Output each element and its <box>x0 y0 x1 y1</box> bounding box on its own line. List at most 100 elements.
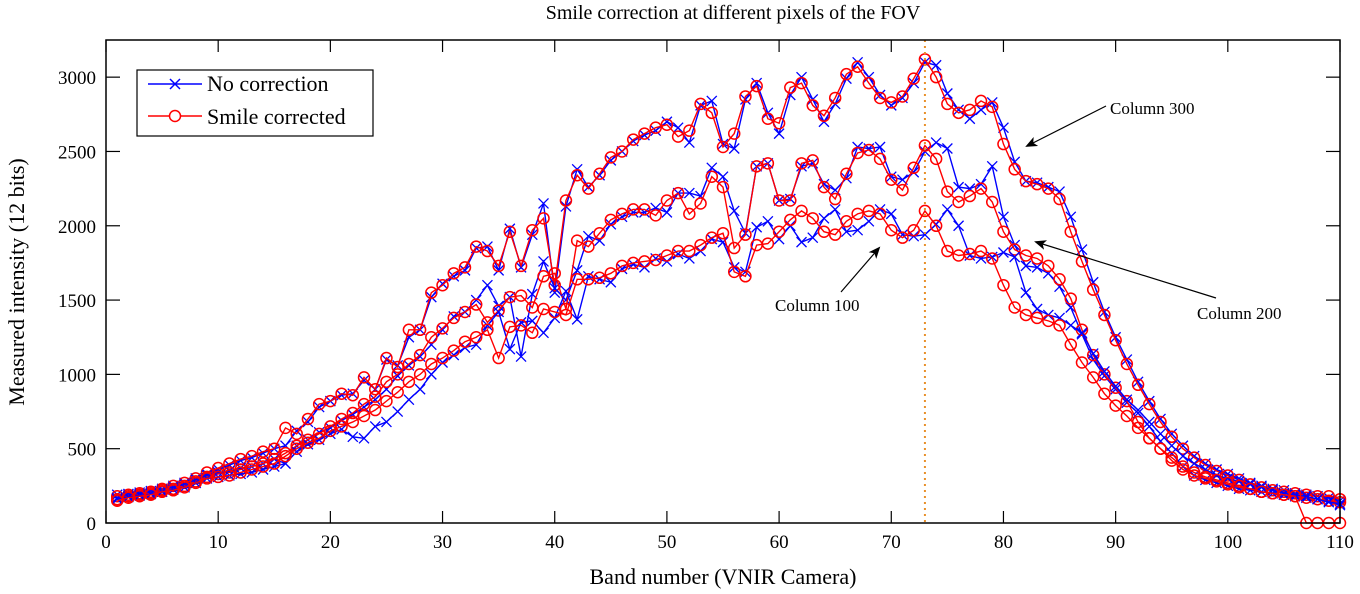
data-point-x <box>919 229 931 241</box>
data-point-x <box>336 423 348 435</box>
legend-no-correction-label: No correction <box>207 71 329 96</box>
data-point-circle <box>1143 432 1156 445</box>
data-point-circle <box>1232 479 1246 493</box>
data-point-circle <box>929 152 943 166</box>
data-point-x <box>470 294 482 306</box>
data-point-x <box>324 428 336 440</box>
data-point-circle <box>604 267 618 280</box>
data-point-circle <box>380 351 393 365</box>
data-point-circle <box>537 212 550 225</box>
data-point-circle <box>1042 314 1055 328</box>
data-point-x <box>392 406 404 417</box>
data-point-x <box>291 446 303 458</box>
data-point-circle <box>705 106 719 120</box>
data-point-circle <box>615 145 629 158</box>
data-point-circle <box>604 213 618 227</box>
data-point-x <box>605 218 617 230</box>
data-point-circle <box>346 415 360 429</box>
data-point-circle <box>380 394 393 408</box>
data-point-circle <box>1064 338 1078 351</box>
data-point-x <box>1020 287 1032 299</box>
data-point-x <box>941 143 953 154</box>
data-point-x <box>751 221 763 233</box>
data-point-circle <box>761 112 775 126</box>
data-point-circle <box>952 195 965 209</box>
data-point-circle <box>492 351 505 365</box>
data-point-circle <box>1053 192 1066 206</box>
data-point-circle <box>548 267 561 280</box>
data-point-circle <box>974 94 988 108</box>
x-tick-label: 0 <box>101 532 111 553</box>
data-point-circle <box>514 289 528 302</box>
data-point-circle <box>985 252 999 265</box>
data-point-circle <box>178 481 191 494</box>
x-tick-label: 90 <box>1106 532 1125 553</box>
data-point-circle <box>1131 421 1145 435</box>
data-point-circle <box>1120 357 1134 371</box>
data-point-circle <box>963 103 977 117</box>
data-point-x <box>672 122 684 134</box>
data-point-x <box>728 261 740 273</box>
data-point-circle <box>402 357 416 371</box>
data-point-circle <box>896 90 909 103</box>
data-point-x <box>1065 319 1077 331</box>
data-point-circle <box>514 259 528 273</box>
data-point-circle <box>593 271 606 285</box>
data-point-x <box>661 206 673 218</box>
data-point-x <box>302 416 314 428</box>
series-column-100-smile-corrected <box>110 204 1347 530</box>
data-point-x <box>840 226 852 238</box>
data-point-circle <box>1030 252 1044 265</box>
data-point-circle <box>1064 225 1078 238</box>
data-point-x <box>717 138 729 150</box>
data-point-circle <box>402 375 416 389</box>
data-point-circle <box>649 121 662 134</box>
data-point-circle <box>312 432 326 445</box>
data-point-circle <box>1221 469 1235 482</box>
plot-frame <box>105 39 1341 524</box>
data-point-circle <box>750 160 763 173</box>
data-point-circle <box>1030 311 1044 325</box>
data-point-circle <box>716 180 730 194</box>
data-point-x <box>1155 428 1166 440</box>
data-point-circle <box>391 368 404 381</box>
data-point-circle <box>806 154 819 167</box>
data-point-circle <box>368 390 382 403</box>
series-line-column-300-smile-corrected <box>117 57 1341 500</box>
data-point-circle <box>727 241 741 255</box>
data-point-x <box>493 264 505 276</box>
data-point-circle <box>1143 397 1156 411</box>
data-point-x <box>616 211 628 223</box>
data-point-circle <box>469 240 483 253</box>
data-point-circle <box>223 457 236 470</box>
data-point-circle <box>638 127 651 140</box>
data-point-x <box>885 99 897 111</box>
data-point-circle <box>615 207 629 221</box>
data-point-circle <box>1019 308 1033 322</box>
data-point-circle <box>301 412 315 426</box>
data-point-circle <box>1098 387 1111 400</box>
data-point-x <box>1087 348 1099 360</box>
data-point-x <box>997 247 1009 258</box>
data-point-circle <box>458 335 472 348</box>
data-point-circle <box>828 228 842 241</box>
data-point-circle <box>110 494 124 507</box>
data-point-circle <box>806 99 819 112</box>
data-point-x <box>796 236 807 248</box>
data-point-circle <box>368 403 382 417</box>
data-point-circle <box>941 244 954 258</box>
data-point-x <box>369 394 381 406</box>
data-point-circle <box>727 127 741 140</box>
data-point-x <box>1076 327 1088 339</box>
data-point-circle <box>772 225 786 238</box>
data-point-x <box>515 351 527 363</box>
data-point-circle <box>705 170 719 183</box>
data-point-circle <box>1008 163 1021 176</box>
x-tick-label: 30 <box>433 532 452 553</box>
series-line-column-100-smile-corrected <box>117 209 1340 524</box>
legend-circle-marker-icon <box>168 109 182 123</box>
data-point-circle <box>469 298 483 311</box>
x-tick-label: 20 <box>321 532 340 553</box>
data-point-circle <box>413 323 427 337</box>
data-point-circle <box>335 420 348 433</box>
